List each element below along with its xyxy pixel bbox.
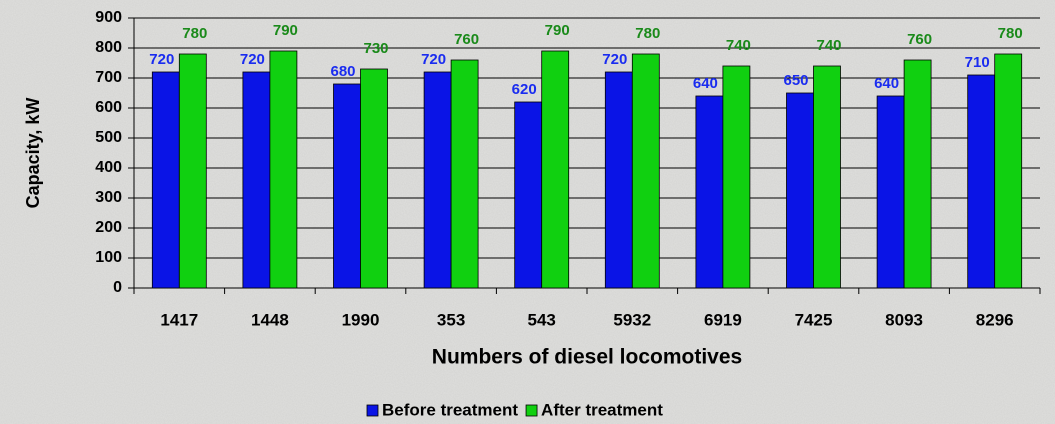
data-label: 620 [512,81,537,98]
x-tick-label: 8296 [976,310,1014,329]
bar [360,68,388,289]
bar [786,92,814,289]
data-label: 640 [693,75,718,92]
bar [242,71,271,289]
data-label: 720 [421,51,446,68]
legend-swatch [366,404,379,417]
x-tick-label: 1417 [160,310,198,329]
bar [151,71,180,289]
data-label: 740 [816,37,841,54]
x-tick-label: 5932 [613,310,651,329]
y-tick-label: 200 [95,219,122,236]
x-tick-label: 8093 [885,310,923,329]
data-label: 790 [545,22,570,39]
y-tick-label: 300 [95,189,122,206]
bar [178,53,207,289]
bar [269,50,298,289]
data-label: 720 [149,51,174,68]
bar [722,65,751,289]
bar [333,83,361,289]
data-label: 790 [273,22,298,39]
data-label: 760 [454,31,479,48]
legend-label: After treatment [541,400,663,419]
bar [631,53,660,289]
data-label: 760 [907,31,932,48]
bar [541,50,570,289]
y-tick-label: 600 [95,99,122,116]
x-tick-label: 1990 [342,310,380,329]
y-axis-title: Capacity, kW [23,98,43,209]
bar [903,59,932,289]
bar [604,71,633,289]
y-tick-label: 0 [113,279,122,296]
legend-label: Before treatment [382,400,518,419]
y-tick-label: 700 [95,69,122,86]
data-label: 780 [998,25,1023,42]
y-tick-label: 800 [95,39,122,56]
bar [423,71,452,289]
data-label: 720 [240,51,265,68]
bar [994,53,1023,289]
data-label: 780 [182,25,207,42]
y-tick-label: 100 [95,249,122,266]
x-tick-label: 353 [437,310,465,329]
x-tick-label: 7425 [795,310,833,329]
data-label: 720 [602,51,627,68]
bar [967,74,996,289]
bar [813,65,841,289]
data-label: 680 [330,63,355,80]
x-axis-title: Numbers of diesel locomotives [432,346,742,369]
x-tick-label: 543 [528,310,556,329]
y-tick-label: 500 [95,129,122,146]
data-label: 650 [783,72,808,89]
bar [514,101,543,289]
y-tick-label: 900 [95,9,122,26]
x-tick-label: 1448 [251,310,289,329]
data-label: 740 [726,37,751,54]
y-tick-label: 400 [95,159,122,176]
data-label: 640 [874,75,899,92]
x-tick-label: 6919 [704,310,742,329]
data-label: 730 [363,40,388,57]
bar [695,95,724,289]
legend-swatch [525,404,538,417]
data-label: 710 [965,54,990,71]
bar [450,59,479,289]
bar [876,95,905,289]
data-label: 780 [635,25,660,42]
